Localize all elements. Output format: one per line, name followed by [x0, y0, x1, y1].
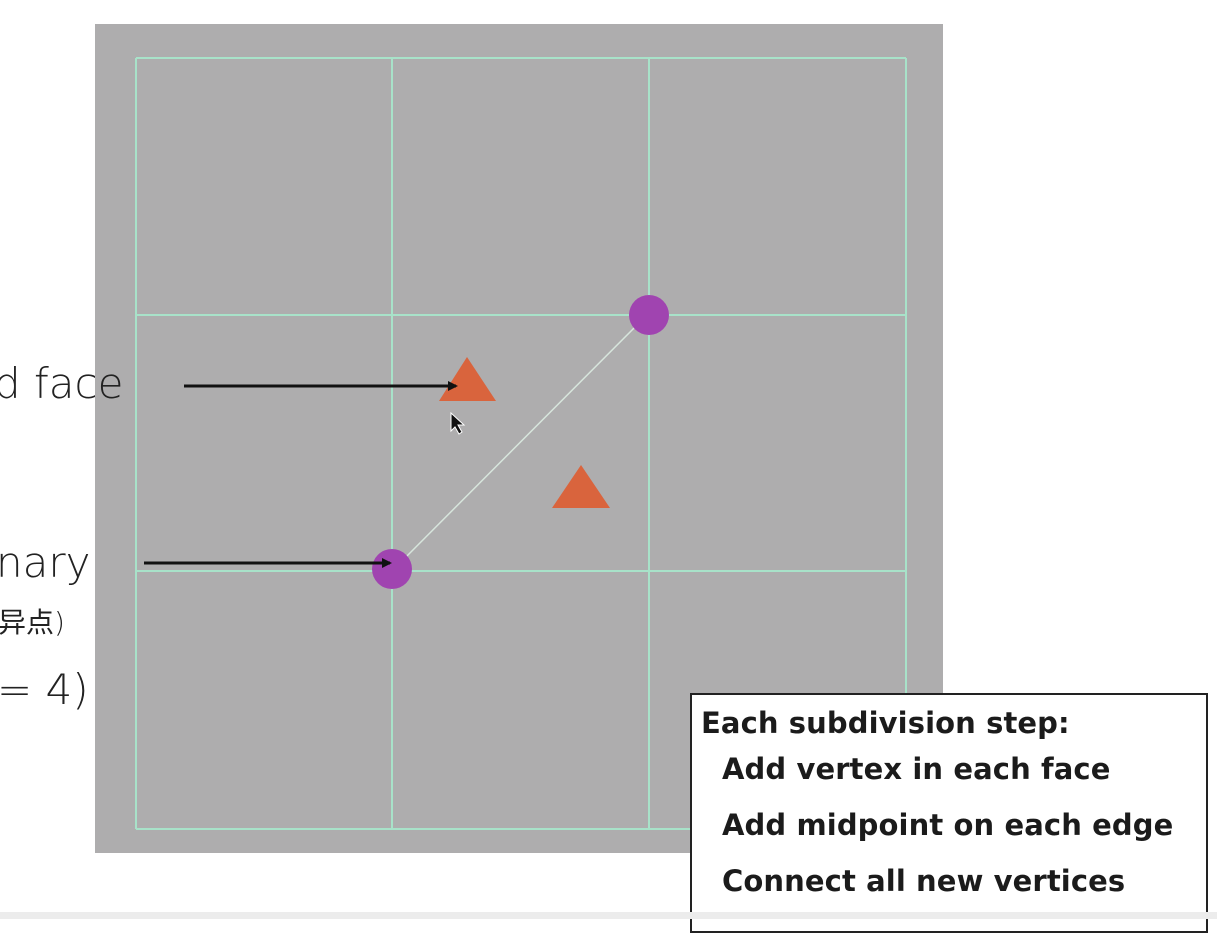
face-label: d face [0, 359, 124, 408]
step-item: Add midpoint on each edge [722, 808, 1174, 842]
equation-label: = 4) [0, 665, 89, 714]
subdivision-steps-box: Each subdivision step: Add vertex in eac… [690, 693, 1208, 933]
face-marker-upper [439, 357, 496, 401]
cursor-arrow-icon [450, 411, 466, 435]
diagonal-edge [393, 313, 649, 570]
face-marker-lower [552, 465, 610, 508]
boundary-label: nary [0, 538, 91, 587]
steps-list: Add vertex in each face Add midpoint on … [701, 741, 1206, 909]
step-item: Add vertex in each face [722, 752, 1111, 786]
vertex-upper [629, 295, 669, 335]
vertex-lower [372, 549, 412, 589]
bottom-strip [0, 912, 1217, 919]
chinese-label: 异点) [0, 606, 65, 639]
step-item: Connect all new vertices [722, 864, 1126, 898]
steps-title: Each subdivision step: [701, 706, 1070, 740]
grid-lines [135, 57, 907, 830]
